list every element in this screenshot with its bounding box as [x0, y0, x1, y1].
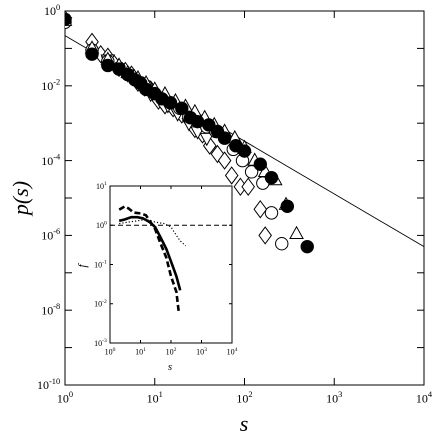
main-y-axis-title: p(s)	[8, 181, 33, 217]
data-point-circle-filled	[217, 131, 232, 145]
y-tick-exponent: -2	[53, 78, 60, 87]
data-point-circle-filled	[101, 58, 115, 73]
x-tick-exponent: 2	[248, 390, 252, 399]
data-point-circle-filled	[280, 199, 295, 213]
x-tick-exponent: 0	[69, 390, 73, 399]
main-x-axis-title: s	[240, 411, 249, 436]
inset-axis-ticks	[109, 185, 233, 344]
y-tick-exponent: -4	[53, 152, 61, 161]
y-tick-exponent: 1	[104, 181, 107, 187]
data-point-circle-filled	[300, 239, 314, 254]
data-point-diamond-open	[258, 226, 273, 245]
x-tick-label: 104	[227, 347, 238, 357]
y-tick-exponent: -10	[49, 377, 60, 386]
data-point-circle-filled	[65, 12, 72, 26]
y-tick-exponent: -6	[53, 227, 60, 236]
y-tick-label: 100	[44, 3, 60, 18]
x-tick-label: 104	[416, 390, 433, 405]
data-point-circle-filled	[175, 101, 189, 116]
y-tick-label: 10-8	[41, 302, 60, 317]
y-tick-label: 10-2	[94, 299, 107, 309]
inset-curve-dashed	[118, 205, 181, 313]
data-point-circle-open	[275, 236, 289, 251]
y-tick-label: 101	[96, 181, 107, 191]
x-tick-label: 103	[196, 347, 207, 357]
data-point-circle-filled	[190, 114, 205, 129]
data-point-circle-filled	[163, 96, 178, 110]
data-point-diamond-open	[241, 177, 256, 196]
y-tick-exponent: -3	[102, 338, 107, 344]
y-tick-exponent: -8	[53, 302, 60, 311]
y-tick-label: 10-4	[41, 152, 61, 167]
x-tick-label: 100	[57, 390, 73, 405]
y-tick-exponent: -1	[102, 260, 107, 266]
inset-y-axis-title: f	[75, 263, 89, 268]
x-tick-label: 101	[147, 390, 163, 405]
x-tick-exponent: 3	[338, 390, 342, 399]
y-tick-exponent: 0	[56, 3, 60, 12]
data-point-triangle-up-open	[289, 225, 304, 240]
y-tick-label: 10-1	[94, 260, 107, 270]
y-tick-label: 10-10	[37, 377, 60, 392]
x-tick-label: 102	[236, 390, 252, 405]
data-point-circle-filled	[253, 157, 268, 171]
main-y-tick-labels: 100 10-2 10-4 10-6 10-8 10-10	[37, 3, 61, 392]
x-tick-label: 103	[326, 390, 342, 405]
y-tick-exponent: -2	[102, 299, 107, 305]
inset-data-series	[118, 205, 187, 313]
x-tick-exponent: 1	[143, 347, 146, 353]
x-tick-exponent: 3	[204, 347, 207, 353]
main-axis-ticks	[64, 10, 425, 386]
x-tick-label: 102	[166, 347, 177, 357]
inset-x-axis-title: s	[168, 361, 172, 373]
inset-x-tick-labels: 100 101 102 103 104	[105, 347, 238, 357]
x-tick-label: 101	[135, 347, 146, 357]
data-point-diamond-open	[217, 151, 232, 170]
data-point-circle-filled	[237, 144, 252, 158]
y-tick-exponent: 0	[104, 220, 107, 226]
main-x-tick-labels: 100 101 102 103 104	[57, 390, 433, 405]
x-tick-exponent: 1	[159, 390, 163, 399]
x-tick-exponent: 2	[174, 347, 177, 353]
data-point-diamond-open	[224, 166, 239, 185]
x-tick-exponent: 0	[113, 347, 116, 353]
data-point-circle-filled	[264, 170, 279, 185]
x-tick-label: 100	[105, 347, 116, 357]
y-tick-label: 100	[96, 220, 107, 230]
inset-curve-dotted	[119, 218, 187, 247]
main-data-series	[65, 11, 314, 254]
x-tick-exponent: 4	[428, 390, 433, 399]
y-tick-label: 10-2	[41, 78, 60, 93]
data-point-circle-filled	[85, 47, 99, 61]
y-tick-label: 10-3	[94, 338, 107, 348]
x-tick-exponent: 4	[235, 347, 238, 353]
y-tick-label: 10-6	[41, 227, 60, 242]
data-point-circle-open	[264, 206, 279, 220]
data-point-diamond-open	[253, 200, 268, 219]
